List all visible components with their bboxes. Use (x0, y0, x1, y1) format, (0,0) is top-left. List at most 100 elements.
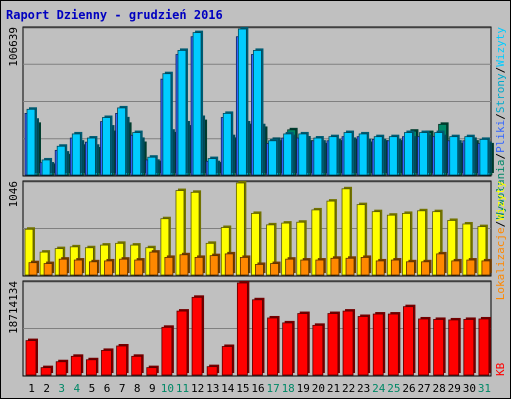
x-tick-label-day-16: 16 (251, 382, 264, 395)
bar-kb-day-2 (40, 367, 52, 376)
panel-locations-visits (22, 180, 492, 277)
y-axis-max-label-top: 106639 (7, 27, 20, 67)
bar-wizyty-day-27 (421, 261, 430, 276)
bar-kb-day-23 (357, 316, 369, 376)
x-tick-label-day-15: 15 (236, 382, 249, 395)
bar-kb-day-15 (236, 282, 248, 376)
bar-kb-day-25 (387, 313, 399, 376)
bar-wizyty-day-12 (194, 257, 204, 276)
legend-entry: Wizyty (494, 181, 507, 221)
bar-wizyty-day-6 (104, 260, 113, 276)
bar-wywo-ania-day-26 (404, 132, 413, 176)
bar-kb-day-28 (433, 319, 445, 376)
bar-kb-day-22 (342, 310, 354, 376)
bar-kb-day-8 (131, 355, 143, 376)
bar-kb-day-17 (267, 317, 278, 376)
bar-kb-day-14 (221, 346, 233, 376)
bar-wizyty-day-24 (375, 260, 385, 276)
bar-wizyty-day-16 (255, 264, 264, 276)
x-tick-label-day-27: 27 (417, 382, 430, 395)
bar-kb-day-31 (478, 318, 490, 376)
legend-entry: Wizyty (494, 27, 507, 67)
bar-wizyty-day-13 (209, 255, 219, 276)
bar-wywo-ania-day-28 (434, 132, 444, 176)
bar-wizyty-day-9 (149, 251, 159, 276)
bar-wywo-ania-day-23 (358, 133, 368, 176)
bar-wizyty-day-10 (164, 257, 174, 276)
bar-wywo-ania-day-9 (147, 156, 157, 176)
bar-wywo-ania-day-14 (222, 112, 232, 176)
bar-wizyty-day-7 (119, 258, 128, 276)
bar-kb-day-12 (191, 296, 203, 376)
bar-kb-day-4 (70, 355, 82, 376)
bar-wywo-ania-day-5 (86, 137, 96, 176)
x-tick-label-day-9: 9 (149, 382, 156, 395)
bar-wizyty-day-22 (345, 257, 355, 276)
bar-wizyty-day-20 (315, 259, 325, 276)
bar-wywo-ania-day-19 (298, 133, 308, 176)
bar-wywo-ania-day-29 (449, 136, 459, 176)
panel-kb (22, 280, 492, 377)
bar-wizyty-day-15 (239, 257, 249, 276)
legend-mid-text: Lokalizacje/Wizyty (494, 181, 507, 301)
x-tick-label-day-8: 8 (134, 382, 141, 395)
bar-kb-day-9 (146, 367, 158, 376)
legend-entry: / (494, 113, 507, 120)
bar-kb-day-10 (161, 326, 173, 376)
x-tick-label-day-13: 13 (206, 382, 219, 395)
bar-wizyty-day-3 (58, 258, 68, 276)
bar-kb-day-19 (297, 313, 309, 376)
bar-kb-day-21 (327, 313, 339, 376)
legend-entry: / (494, 67, 507, 74)
y-axis-max-label-bottom: 18714134 (7, 281, 20, 334)
bar-wywo-ania-day-27 (419, 132, 428, 176)
bar-wywo-ania-day-1 (26, 108, 36, 176)
bar-wizyty-day-26 (406, 261, 415, 276)
bar-wywo-ania-day-15 (237, 28, 247, 176)
bar-wizyty-day-25 (390, 259, 400, 276)
bar-kb-day-18 (282, 322, 294, 376)
bar-wizyty-day-11 (179, 254, 189, 276)
x-tick-label-day-5: 5 (89, 382, 96, 395)
legend-entry: / (494, 153, 507, 160)
x-tick-label-day-28: 28 (433, 382, 446, 395)
bar-wywo-ania-day-20 (313, 137, 323, 176)
x-axis-tick-labels: 1 2 3 4 5 6 7 8 9 10 11 12 13 14 15 16 17 18 19 20 21 22 23 24 2… (28, 382, 491, 395)
bar-kb-day-29 (448, 319, 460, 376)
bar-kb-day-6 (101, 350, 112, 376)
bar-wizyty-day-5 (88, 261, 98, 276)
bar-wizyty-day-17 (270, 263, 279, 276)
bar-wywo-ania-day-22 (343, 132, 353, 176)
bar-kb-day-13 (206, 366, 218, 376)
bar-wywo-ania-day-31 (479, 139, 489, 176)
bar-wywo-ania-day-24 (373, 136, 383, 176)
bar-wywo-ania-day-30 (464, 136, 474, 176)
bar-kb-day-7 (116, 345, 127, 376)
x-tick-label-day-31: 31 (478, 382, 491, 395)
legend-entry: Wywołania (494, 160, 507, 220)
bar-wywo-ania-day-17 (268, 140, 277, 176)
x-tick-label-day-10: 10 (161, 382, 174, 395)
bar-wizyty-day-23 (360, 257, 370, 276)
bar-kb-day-3 (55, 361, 67, 376)
bar-wywo-ania-day-13 (207, 158, 217, 176)
bar-wywo-ania-day-4 (71, 133, 81, 176)
bar-kb-day-24 (372, 313, 384, 376)
bar-wizyty-day-31 (481, 260, 491, 276)
x-tick-label-day-3: 3 (58, 382, 65, 395)
bar-wizyty-day-29 (451, 260, 461, 276)
bar-wizyty-day-18 (285, 258, 295, 276)
bar-wizyty-day-1 (28, 262, 38, 276)
bar-wizyty-day-30 (466, 259, 476, 276)
legend-middle: Lokalizacje/Wizyty (494, 181, 507, 301)
bar-kb-day-30 (463, 319, 475, 376)
bar-wywo-ania-day-16 (253, 50, 262, 176)
x-tick-label-day-11: 11 (176, 382, 189, 395)
bar-wywo-ania-day-25 (388, 136, 398, 176)
legend-top: Wywołania/Pliki/Strony/Wizyty (494, 27, 507, 219)
bar-wizyty-day-28 (436, 253, 446, 276)
bar-wywo-ania-day-11 (177, 50, 187, 176)
bar-wywo-ania-day-21 (328, 136, 338, 176)
